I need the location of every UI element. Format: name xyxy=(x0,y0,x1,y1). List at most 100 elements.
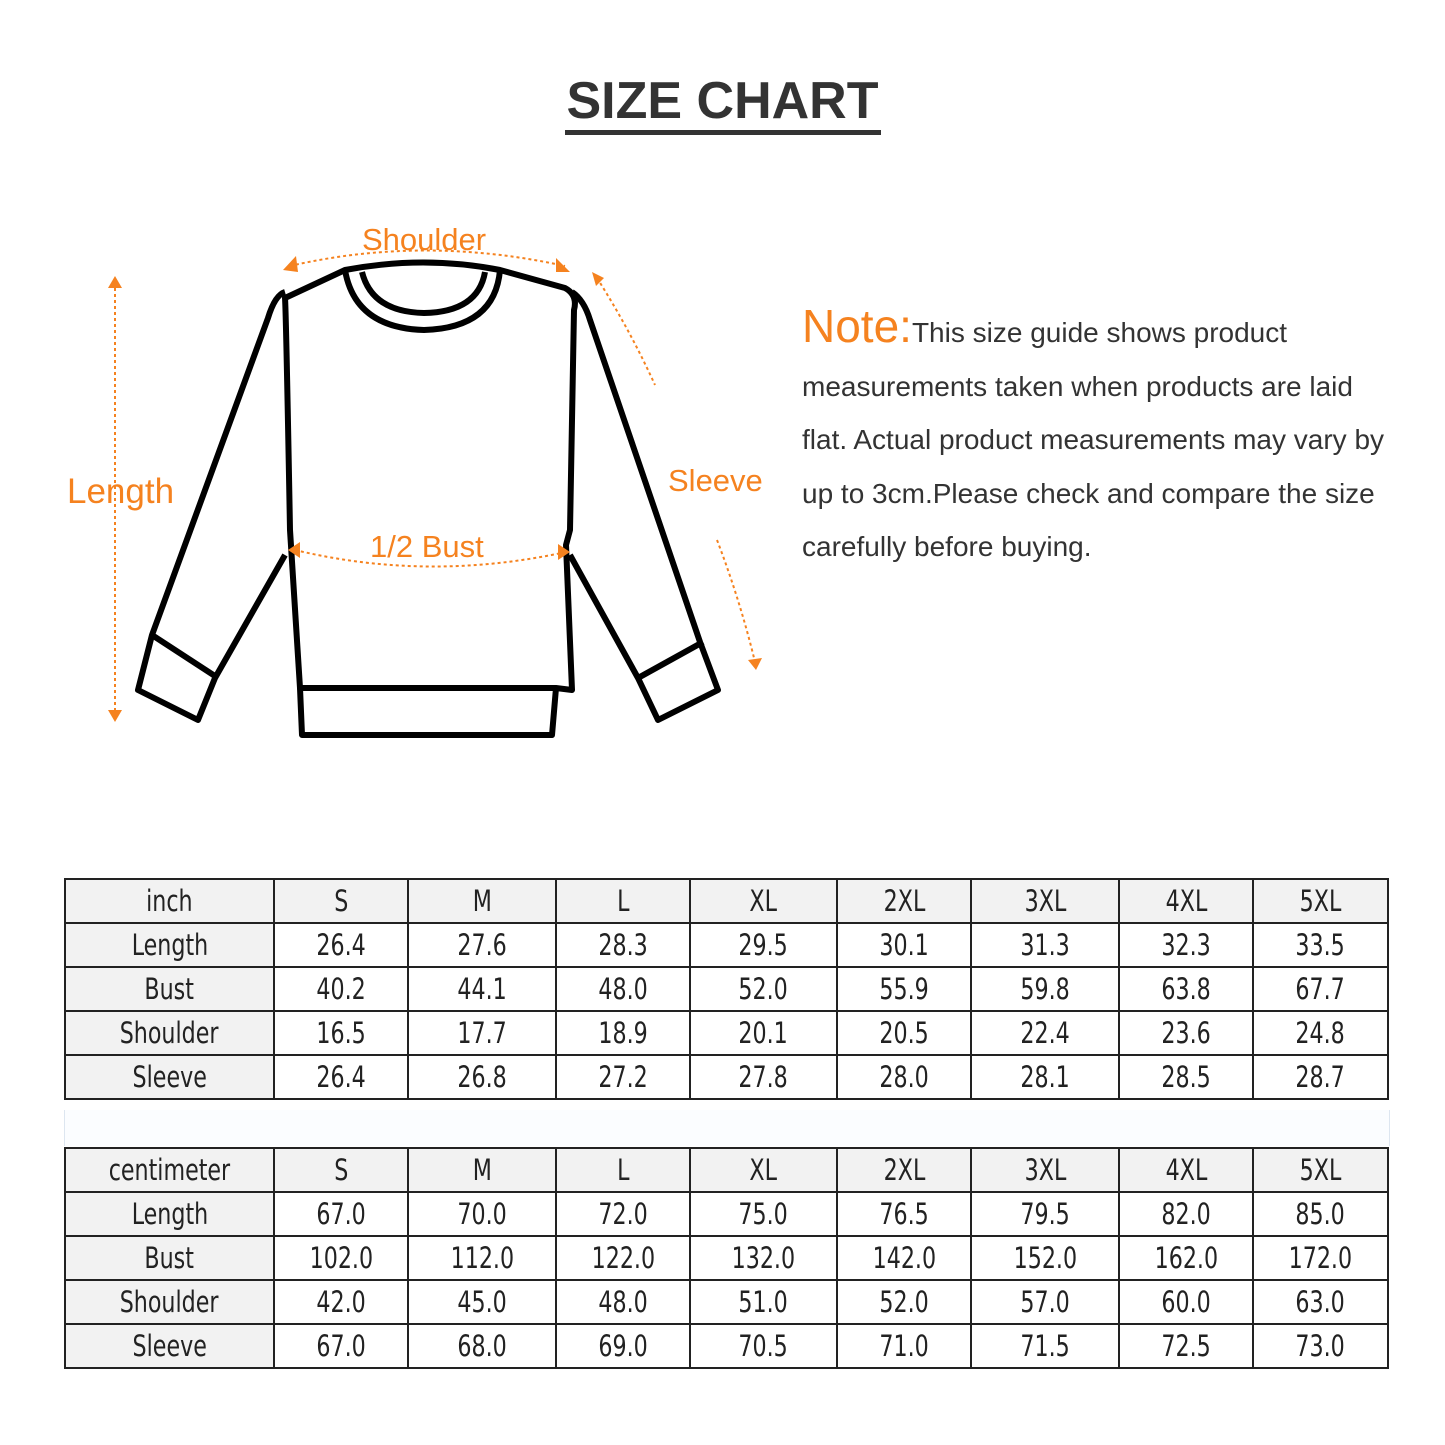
cell-text: 45.0 xyxy=(457,1285,507,1319)
measurement-cell: 72.0 xyxy=(555,1191,691,1237)
cell-text: XL xyxy=(749,1153,778,1187)
sleeve-label: Sleeve xyxy=(668,463,763,498)
cell-text: 42.0 xyxy=(316,1285,366,1319)
cell-text: 122.0 xyxy=(591,1241,655,1275)
measurement-cell: 18.9 xyxy=(555,1010,691,1056)
measurement-cell: 79.5 xyxy=(970,1191,1120,1237)
length-label: Length xyxy=(67,472,175,511)
size-header: 4XL xyxy=(1118,878,1254,924)
size-header: 4XL xyxy=(1118,1147,1254,1193)
row-label: Length xyxy=(64,1191,275,1237)
size-note: Note:This size guide shows product measu… xyxy=(802,300,1402,574)
cell-text: 28.7 xyxy=(1295,1060,1346,1094)
cell-text: 52.0 xyxy=(738,972,789,1006)
row-label: Length xyxy=(64,922,275,968)
measurement-cell: 44.1 xyxy=(407,966,557,1012)
measurement-cell: 122.0 xyxy=(555,1235,691,1281)
measurement-cell: 52.0 xyxy=(689,966,838,1012)
measurement-cell: 71.5 xyxy=(970,1323,1120,1369)
measurement-cell: 23.6 xyxy=(1118,1010,1254,1056)
measurement-cell: 162.0 xyxy=(1118,1235,1254,1281)
cell-text: 4XL xyxy=(1165,1153,1207,1187)
cell-text: 23.6 xyxy=(1161,1016,1211,1050)
measurement-cell: 26.4 xyxy=(273,1054,409,1100)
cell-text: S xyxy=(333,884,349,918)
cell-text: Sleeve xyxy=(132,1060,207,1094)
cell-text: 3XL xyxy=(1024,884,1066,918)
cell-text: 17.7 xyxy=(457,1016,507,1050)
cell-text: 20.1 xyxy=(738,1016,789,1050)
measurement-cell: 27.6 xyxy=(407,922,557,968)
cell-text: 27.6 xyxy=(457,928,507,962)
size-header: XL xyxy=(689,878,838,924)
size-header: L xyxy=(555,878,691,924)
measurement-cell: 22.4 xyxy=(970,1010,1120,1056)
cell-text: 132.0 xyxy=(731,1241,796,1275)
cell-text: Shoulder xyxy=(120,1285,219,1319)
measurement-cell: 57.0 xyxy=(970,1279,1120,1325)
row-label: Shoulder xyxy=(64,1279,275,1325)
cell-text: 28.0 xyxy=(879,1060,929,1094)
cell-text: 67.0 xyxy=(316,1197,366,1231)
cell-text: 71.5 xyxy=(1020,1329,1070,1363)
cell-text: 79.5 xyxy=(1020,1197,1070,1231)
measurement-cell: 142.0 xyxy=(836,1235,972,1281)
cell-text: 51.0 xyxy=(738,1285,789,1319)
measurement-cell: 48.0 xyxy=(555,1279,691,1325)
measurement-cell: 70.5 xyxy=(689,1323,838,1369)
measurement-cell: 32.3 xyxy=(1118,922,1254,968)
cell-text: Bust xyxy=(144,1241,195,1275)
cell-text: 85.0 xyxy=(1295,1197,1346,1231)
measurement-cell: 28.5 xyxy=(1118,1054,1254,1100)
table-row: Length 67.0 70.0 72.0 75.0 76.5 79.5 82.0 85.0 xyxy=(64,1191,1389,1237)
row-label: Bust xyxy=(64,1235,275,1281)
cell-text: Sleeve xyxy=(132,1329,207,1363)
table-header-row: centimeter S M L XL 2XL 3XL 4XL 5XL xyxy=(64,1147,1389,1193)
cell-text: 102.0 xyxy=(309,1241,373,1275)
measurement-cell: 85.0 xyxy=(1252,1191,1389,1237)
cell-text: 63.8 xyxy=(1161,972,1211,1006)
cell-text: 152.0 xyxy=(1013,1241,1077,1275)
cell-text: 72.5 xyxy=(1161,1329,1211,1363)
row-label: Sleeve xyxy=(64,1054,275,1100)
cell-text: M xyxy=(472,884,492,918)
table-row: Shoulder 42.0 45.0 48.0 51.0 52.0 57.0 60.0 63.0 xyxy=(64,1279,1389,1325)
measurement-cell: 67.7 xyxy=(1252,966,1389,1012)
measurement-cell: 69.0 xyxy=(555,1323,691,1369)
size-header: 5XL xyxy=(1252,878,1389,924)
measurement-cell: 68.0 xyxy=(407,1323,557,1369)
measurement-cell: 52.0 xyxy=(836,1279,972,1325)
cell-text: 76.5 xyxy=(879,1197,929,1231)
cell-text: 3XL xyxy=(1024,1153,1066,1187)
cell-text: L xyxy=(616,884,630,918)
cell-text: 68.0 xyxy=(457,1329,507,1363)
centimeter-size-table: centimeter S M L XL 2XL 3XL 4XL 5XL Length 67.0 70.… xyxy=(64,1147,1389,1369)
measurement-cell: 26.4 xyxy=(273,922,409,968)
cell-text: 28.3 xyxy=(598,928,648,962)
cell-text: Length xyxy=(131,1197,208,1231)
measurement-cell: 33.5 xyxy=(1252,922,1389,968)
unit-header: centimeter xyxy=(64,1147,275,1193)
measurement-cell: 40.2 xyxy=(273,966,409,1012)
cell-text: 162.0 xyxy=(1154,1241,1218,1275)
measurement-cell: 29.5 xyxy=(689,922,838,968)
measurement-guides xyxy=(114,249,756,715)
measurement-cell: 76.5 xyxy=(836,1191,972,1237)
measurement-cell: 28.1 xyxy=(970,1054,1120,1100)
table-row: Sleeve 67.0 68.0 69.0 70.5 71.0 71.5 72.5 73.0 xyxy=(64,1323,1389,1369)
measurement-cell: 55.9 xyxy=(836,966,972,1012)
measurement-cell: 48.0 xyxy=(555,966,691,1012)
cell-text: 63.0 xyxy=(1295,1285,1346,1319)
cell-text: 48.0 xyxy=(598,1285,648,1319)
size-header: 2XL xyxy=(836,878,972,924)
cell-text: 82.0 xyxy=(1161,1197,1211,1231)
size-header: 3XL xyxy=(970,878,1120,924)
cell-text: 24.8 xyxy=(1295,1016,1346,1050)
measurement-cell: 20.1 xyxy=(689,1010,838,1056)
cell-text: 26.4 xyxy=(316,928,366,962)
sweater-outline xyxy=(135,259,721,738)
size-header: 3XL xyxy=(970,1147,1120,1193)
row-label: Shoulder xyxy=(64,1010,275,1056)
measurement-cell: 67.0 xyxy=(273,1323,409,1369)
cell-text: 67.7 xyxy=(1295,972,1346,1006)
